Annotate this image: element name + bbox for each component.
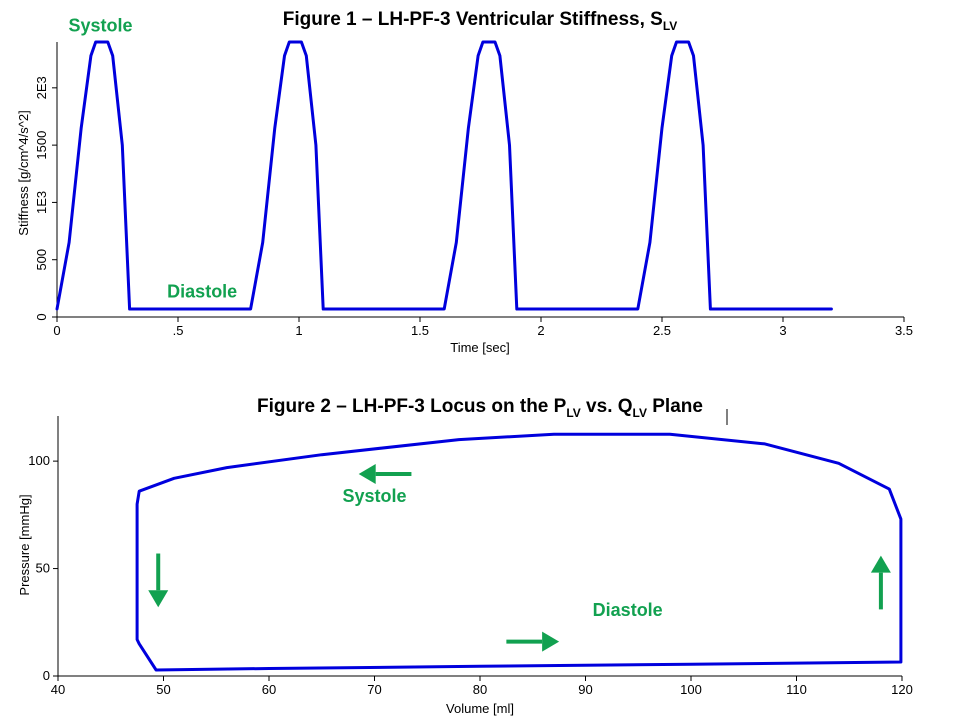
figure-1-x-tick-label: 0 (53, 323, 60, 338)
figure-2-x-tick-label: 70 (367, 682, 381, 697)
figure-1-title: Figure 1 – LH-PF-3 Ventricular Stiffness… (283, 9, 678, 33)
figure-2: Figure 2 – LH-PF-3 Locus on the PLV vs. … (17, 396, 913, 716)
figure-1-x-tick-label: 1.5 (411, 323, 429, 338)
figure-2-x-tick-label: 50 (156, 682, 170, 697)
arrow-left-icon (358, 464, 412, 485)
figure-2-x-tick-label: 120 (891, 682, 913, 697)
figure-2-y-tick-label: 100 (28, 453, 50, 468)
figure-2-x-axis-label: Volume [ml] (446, 701, 514, 716)
figure-2-x-tick-label: 80 (473, 682, 487, 697)
figure-1: Figure 1 – LH-PF-3 Ventricular Stiffness… (16, 9, 913, 355)
figure-1-y-tick-label: 0 (34, 313, 49, 320)
figure-1-x-tick-label: 3 (779, 323, 786, 338)
figure-1-y-tick-label: 2E3 (34, 76, 49, 99)
figure-1-x-tick-label: 2 (537, 323, 544, 338)
figure-1-x-tick-label: 3.5 (895, 323, 913, 338)
figure-2-y-tick-label: 0 (43, 668, 50, 683)
figure-1-x-tick-label: .5 (173, 323, 184, 338)
figure-1-x-tick-label: 2.5 (653, 323, 671, 338)
figure-2-trace (135, 432, 903, 672)
arrow-up-icon (870, 555, 891, 610)
figure-1-y-tick-label: 500 (34, 249, 49, 271)
figure-1-y-tick-label: 1E3 (34, 191, 49, 214)
figure-1-phase-label: Diastole (167, 282, 237, 302)
figure-1-x-axis-label: Time [sec] (450, 340, 509, 355)
figure-2-x-tick-label: 40 (51, 682, 65, 697)
figure-2-y-axis-label: Pressure [mmHg] (17, 494, 32, 595)
figure-2-x-tick-label: 90 (578, 682, 592, 697)
arrow-right-icon (506, 631, 560, 652)
figure-2-x-tick-label: 100 (680, 682, 702, 697)
figure-2-y-tick-label: 50 (36, 561, 50, 576)
figure-1-trace (55, 40, 833, 311)
figure-1-y-axis-label: Stiffness [g/cm^4/s^2] (16, 110, 31, 235)
figure-1-y-tick-label: 1500 (34, 131, 49, 160)
figure-1-phase-label: Systole (69, 16, 133, 36)
figure-2-x-tick-label: 60 (262, 682, 276, 697)
arrow-down-icon (148, 553, 169, 608)
figure-1-x-tick-label: 1 (295, 323, 302, 338)
figure-2-phase-label: Diastole (593, 600, 663, 620)
figure-2-phase-label: Systole (342, 486, 406, 506)
figure-2-title: Figure 2 – LH-PF-3 Locus on the PLV vs. … (257, 396, 703, 420)
figure-2-x-tick-label: 110 (786, 682, 807, 697)
